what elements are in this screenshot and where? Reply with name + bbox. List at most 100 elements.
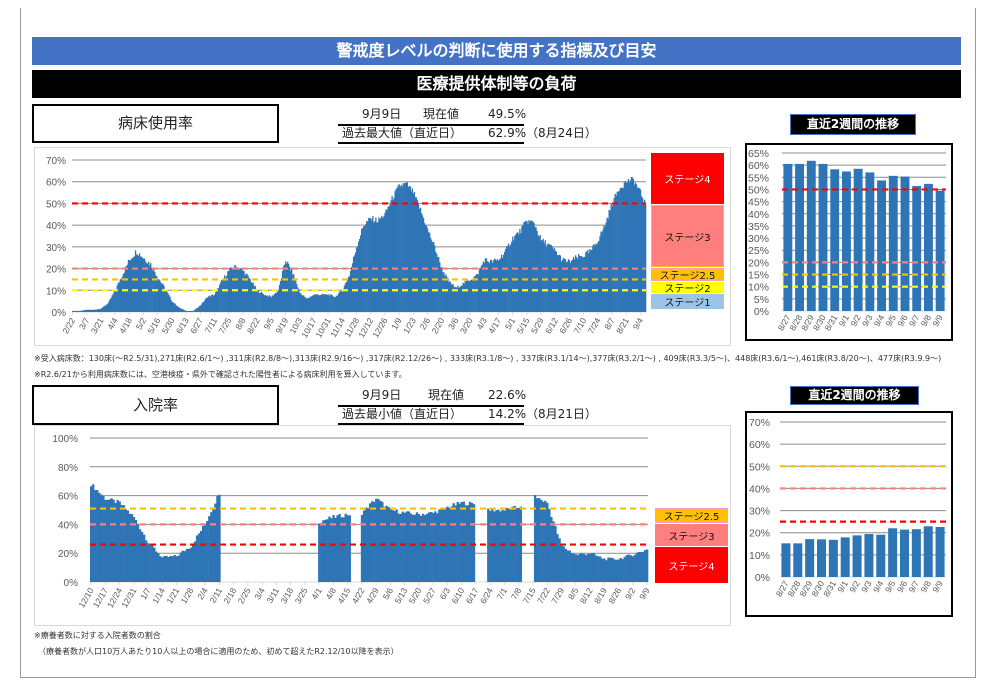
bar xyxy=(524,221,526,312)
y-tick-label: 20% xyxy=(46,265,66,276)
bar xyxy=(392,199,394,312)
bar xyxy=(632,179,635,312)
bar xyxy=(520,233,522,312)
bar xyxy=(205,297,208,312)
bar xyxy=(429,237,432,312)
stage3-box: ステージ3 xyxy=(651,205,724,267)
bar xyxy=(100,494,103,582)
bar xyxy=(319,294,321,312)
bar xyxy=(574,554,578,582)
bar xyxy=(637,551,641,582)
bar xyxy=(350,267,353,312)
bar xyxy=(345,281,348,312)
bar xyxy=(448,507,451,582)
bar xyxy=(503,510,506,582)
bar xyxy=(367,221,369,312)
bar xyxy=(516,233,518,312)
bar xyxy=(362,510,366,582)
bar xyxy=(418,208,421,312)
bar xyxy=(195,535,199,582)
bar xyxy=(578,253,580,312)
bar xyxy=(400,184,402,312)
bar xyxy=(419,515,423,582)
bar xyxy=(642,202,645,312)
bar xyxy=(542,501,545,582)
bar xyxy=(781,543,791,577)
bar xyxy=(177,555,180,582)
bar xyxy=(280,278,283,312)
bar xyxy=(360,235,362,312)
bar xyxy=(497,509,500,582)
bar xyxy=(445,274,447,312)
bar xyxy=(923,526,933,577)
bar xyxy=(397,185,399,312)
bed-usage-label: 病床使用率 xyxy=(32,104,279,143)
bar xyxy=(641,197,644,312)
bar xyxy=(151,544,154,582)
bar xyxy=(609,210,611,312)
bar xyxy=(588,553,592,582)
bar xyxy=(537,235,539,312)
bar xyxy=(181,550,184,582)
bar xyxy=(449,281,451,312)
bar xyxy=(77,310,79,312)
bar xyxy=(185,548,189,582)
bar xyxy=(461,285,463,312)
bar xyxy=(330,518,333,582)
divider xyxy=(338,405,524,407)
bar xyxy=(433,241,435,312)
bar xyxy=(104,305,106,312)
bar xyxy=(586,553,590,582)
bar xyxy=(387,506,390,582)
bar xyxy=(183,310,185,312)
bar xyxy=(412,193,415,312)
bar xyxy=(167,293,169,312)
bar xyxy=(542,238,544,312)
bar xyxy=(155,551,158,582)
bar xyxy=(830,169,840,311)
bar xyxy=(564,258,567,312)
bar xyxy=(248,278,250,312)
bar xyxy=(560,261,563,312)
bar xyxy=(596,244,598,312)
bar xyxy=(261,292,263,312)
bar xyxy=(615,559,618,582)
bar xyxy=(396,187,398,312)
bar xyxy=(435,251,437,312)
y-tick-label: 10% xyxy=(748,282,769,294)
bar xyxy=(497,260,500,312)
bar xyxy=(348,515,351,582)
bar xyxy=(289,266,291,312)
bar xyxy=(130,514,134,582)
bar xyxy=(486,261,489,312)
bar xyxy=(483,262,486,312)
bar xyxy=(315,294,317,312)
bar xyxy=(633,184,636,312)
bar xyxy=(294,279,296,312)
bar xyxy=(320,522,323,582)
bar xyxy=(562,546,565,582)
bar xyxy=(346,280,349,312)
bar xyxy=(121,276,124,312)
bar xyxy=(72,310,74,312)
bar xyxy=(587,249,589,312)
bar xyxy=(234,264,236,312)
bar xyxy=(207,296,210,312)
bar xyxy=(521,226,523,312)
bar xyxy=(625,555,628,582)
bar xyxy=(380,217,382,312)
bar xyxy=(118,282,120,312)
bar xyxy=(607,557,610,582)
bar xyxy=(935,190,945,311)
bar xyxy=(303,295,305,312)
bar xyxy=(139,256,142,312)
bar xyxy=(305,297,307,312)
bar xyxy=(538,236,540,312)
bar xyxy=(252,282,254,312)
bar xyxy=(349,270,352,312)
bar xyxy=(638,188,641,312)
bar xyxy=(616,191,618,312)
bar xyxy=(428,232,431,312)
bar xyxy=(517,508,521,582)
bar xyxy=(496,259,499,312)
